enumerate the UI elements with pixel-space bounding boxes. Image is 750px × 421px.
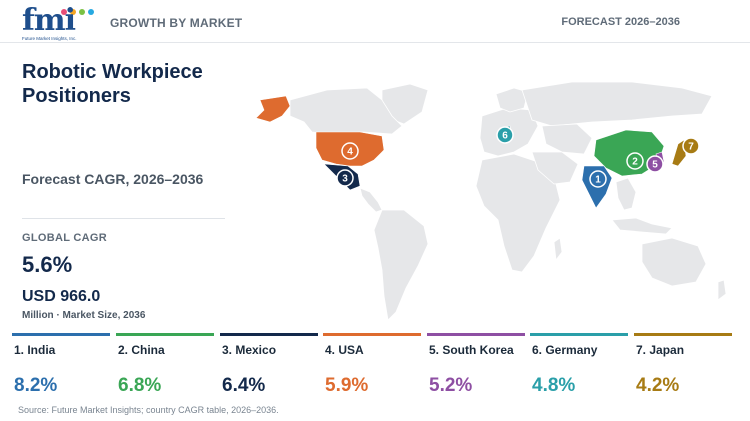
- country-name: 4. USA: [325, 343, 364, 357]
- landmass-indonesia: [611, 217, 673, 235]
- country-color-bar: [634, 333, 732, 336]
- country-card-usa: 4. USA 5.9%: [323, 333, 421, 403]
- country-cagr-strip: 1. India 8.2% 2. China 6.8% 3. Mexico 6.…: [12, 333, 738, 403]
- land-masses: [289, 81, 727, 321]
- map-markers: 1 2 3 4 5 6 7: [336, 126, 700, 188]
- country-color-bar: [116, 333, 214, 336]
- marker-japan-label: 7: [688, 142, 694, 153]
- country-name: 6. Germany: [532, 343, 598, 357]
- country-name: 2. China: [118, 343, 165, 357]
- country-color-bar: [323, 333, 421, 336]
- landmass-southeast-asia: [615, 177, 637, 211]
- country-card-south-korea: 5. South Korea 5.2%: [427, 333, 525, 403]
- country-card-india: 1. India 8.2%: [12, 333, 110, 403]
- country-color-bar: [12, 333, 110, 336]
- global-cagr-label: GLOBAL CAGR: [22, 232, 107, 244]
- source-note: Source: Future Market Insights; country …: [18, 405, 279, 415]
- market-size-value: USD 966.0: [22, 288, 101, 305]
- country-cagr: 6.4%: [222, 375, 266, 396]
- landmass-central-asia: [541, 123, 593, 155]
- landmass-australia: [641, 237, 707, 287]
- country-usa-alaska: [255, 95, 291, 123]
- country-cagr: 5.9%: [325, 375, 369, 396]
- country-color-bar: [427, 333, 525, 336]
- marker-india: 1: [589, 170, 607, 188]
- divider: [22, 218, 225, 219]
- country-name: 1. India: [14, 343, 56, 357]
- logo-subtext: Future Market Insights, Inc.: [22, 36, 77, 41]
- marker-south-korea: 5: [646, 155, 664, 173]
- marker-china: 2: [626, 152, 644, 170]
- landmass-central-america: [359, 187, 383, 213]
- logo-figures-icon: [61, 9, 94, 15]
- page-subtitle: Forecast CAGR, 2026–2036: [22, 171, 204, 187]
- marker-usa-label: 4: [347, 147, 353, 158]
- landmass-canada: [289, 87, 403, 135]
- marker-usa: 4: [341, 142, 359, 160]
- country-color-bar: [220, 333, 318, 336]
- fmi-logo[interactable]: fmi Future Market Insights, Inc.: [22, 3, 94, 42]
- market-size-label: Million · Market Size, 2036: [22, 310, 146, 321]
- marker-japan: 7: [682, 137, 700, 155]
- country-card-mexico: 3. Mexico 6.4%: [220, 333, 318, 403]
- marker-india-label: 1: [595, 175, 601, 186]
- country-cagr: 4.8%: [532, 375, 576, 396]
- marker-germany-label: 6: [502, 131, 508, 142]
- country-name: 7. Japan: [636, 343, 685, 357]
- marker-germany: 6: [496, 126, 514, 144]
- landmass-russia: [521, 81, 713, 127]
- logo-text: fmi: [22, 3, 76, 38]
- landmass-scandinavia: [495, 87, 529, 113]
- country-color-bar: [530, 333, 628, 336]
- country-name: 5. South Korea: [429, 343, 514, 357]
- landmass-madagascar: [553, 237, 563, 262]
- country-card-china: 2. China 6.8%: [116, 333, 214, 403]
- landmass-new-zealand: [717, 279, 727, 301]
- marker-mexico: 3: [336, 169, 354, 187]
- section-label: GROWTH BY MARKET: [110, 16, 243, 30]
- page-title: Robotic Workpiece Positioners: [22, 61, 203, 107]
- country-cagr: 6.8%: [118, 375, 162, 396]
- country-name: 3. Mexico: [222, 343, 277, 357]
- forecast-label: FORECAST 2026–2036: [561, 16, 680, 28]
- header-bar: fmi Future Market Insights, Inc. GROWTH …: [0, 0, 750, 43]
- country-cagr: 4.2%: [636, 375, 680, 396]
- country-card-japan: 7. Japan 4.2%: [634, 333, 732, 403]
- marker-mexico-label: 3: [342, 174, 348, 185]
- marker-south-korea-label: 5: [652, 160, 658, 171]
- country-cagr: 8.2%: [14, 375, 58, 396]
- country-cagr: 5.2%: [429, 375, 473, 396]
- landmass-south-america: [373, 209, 429, 321]
- global-cagr-value: 5.6%: [22, 252, 73, 277]
- country-card-germany: 6. Germany 4.8%: [530, 333, 628, 403]
- world-map: 1 2 3 4 5 6 7: [255, 81, 727, 321]
- marker-china-label: 2: [632, 157, 638, 168]
